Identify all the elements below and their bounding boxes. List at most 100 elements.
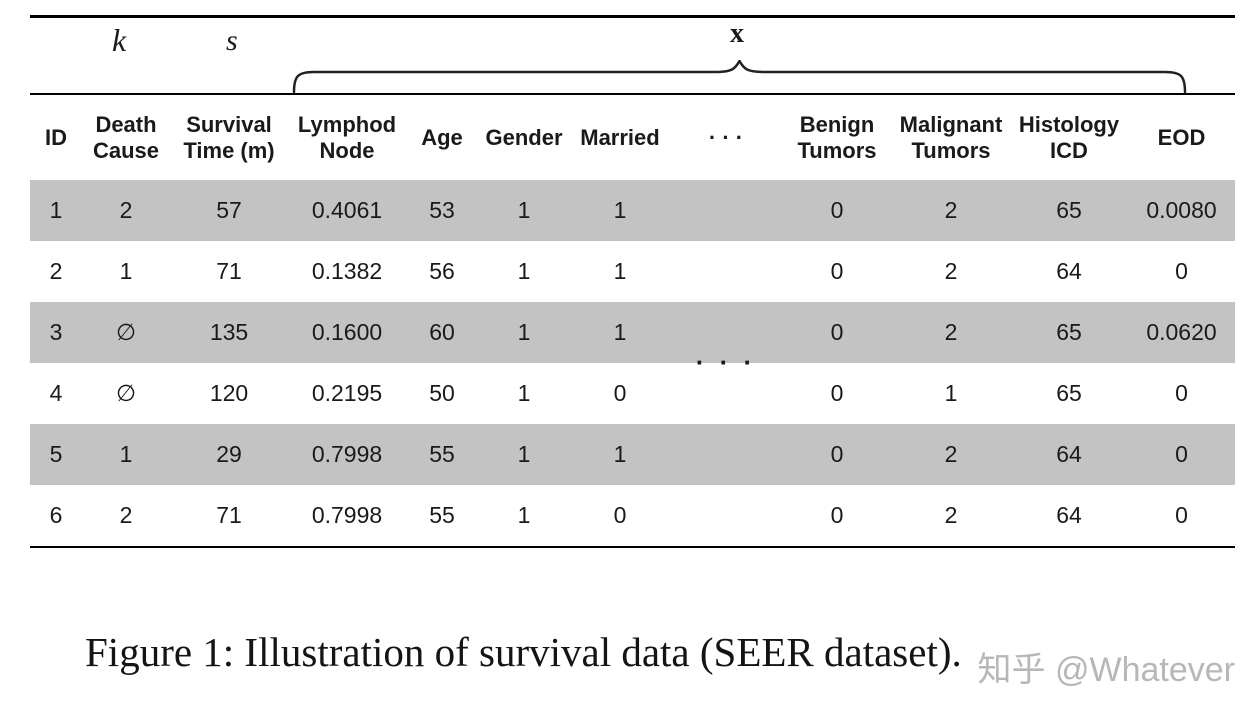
table-cell: 1: [613, 319, 627, 345]
table-cell: 6: [49, 502, 63, 528]
header-row: ID Death Cause Survival Time (m) Lymphod No…: [30, 94, 1235, 180]
survival-table-figure: k s x ID Death Cause Survival Time (m) Lymp…: [30, 15, 1235, 548]
column-header: Histology ICD: [1018, 111, 1120, 163]
table-cell: 0: [1175, 441, 1188, 467]
table-cell: 0: [1175, 258, 1188, 284]
table-cell: 0.0080: [1146, 197, 1217, 223]
table-cell: 56: [429, 258, 455, 284]
table-cell: 64: [1056, 502, 1082, 528]
table-cell: 71: [216, 502, 242, 528]
table-cell: 1: [517, 380, 531, 406]
table-cell: 57: [216, 197, 242, 223]
table-cell: 2: [49, 258, 63, 284]
table-cell: 2: [944, 441, 958, 467]
table-cell: 0: [1175, 380, 1188, 406]
table-cell: 2: [119, 197, 133, 223]
table-cell: 0: [830, 380, 844, 406]
table-cell: 0.4061: [311, 197, 383, 223]
table-row: 4 ∅ 120 0.2195 50 1 0 0 1 65 0: [30, 363, 1235, 424]
table-cell: 1: [119, 258, 133, 284]
table-cell: 0: [830, 258, 844, 284]
column-header: Lymphod Node: [297, 111, 397, 163]
table-header: ID Death Cause Survival Time (m) Lymphod No…: [30, 94, 1235, 180]
table-cell: 0.7998: [311, 441, 383, 467]
table-cell: 0.1382: [311, 258, 383, 284]
table-cell: 135: [209, 319, 249, 345]
table-cell: 71: [216, 258, 242, 284]
column-header: EOD: [1157, 124, 1206, 150]
table-row: 2 1 71 0.1382 56 1 1 0 2 64 0: [30, 241, 1235, 302]
figure-caption: Figure 1: Illustration of survival data …: [85, 629, 962, 675]
table-cell: 0: [830, 197, 844, 223]
column-header: Malignant Tumors: [899, 111, 1003, 163]
table-row: 5 1 29 0.7998 55 1 1 0 2 64 0: [30, 424, 1235, 485]
table-cell: 0.2195: [311, 380, 383, 406]
table-cell: [670, 180, 782, 241]
table-cell: 2: [119, 502, 133, 528]
table-cell: 2: [944, 319, 958, 345]
table-cell: 120: [209, 380, 249, 406]
table-cell: 4: [49, 380, 63, 406]
table-cell: 1: [517, 319, 531, 345]
table-cell: 64: [1056, 258, 1082, 284]
body-ellipsis: · · ·: [695, 347, 757, 377]
table-cell: 1: [613, 258, 627, 284]
table-cell: 0: [830, 319, 844, 345]
table-cell: 50: [429, 380, 455, 406]
table-cell: 29: [216, 441, 242, 467]
table-cell: [670, 241, 782, 302]
watermark-text: 知乎 @Whatever: [977, 651, 1235, 689]
table-cell: 1: [613, 441, 627, 467]
column-header: Benign Tumors: [797, 111, 877, 163]
table-cell: 2: [944, 258, 958, 284]
table-row: 3 ∅ 135 0.1600 60 1 1 0 2 65 0.0620: [30, 302, 1235, 363]
s-annotation-label: s: [226, 24, 238, 57]
table-cell: 0: [830, 502, 844, 528]
k-annotation-label: k: [112, 22, 127, 58]
overbrace-symbol: [292, 60, 1187, 94]
table-body: 1 2 57 0.4061 53 1 1 0 2 65 0.0080 2 1 71 0.1382 56 1 1 0 2…: [30, 180, 1235, 547]
table-cell: 2: [944, 502, 958, 528]
table-cell: 55: [429, 441, 455, 467]
table-cell: 0: [1175, 502, 1188, 528]
table-cell: 55: [429, 502, 455, 528]
table-cell: 0: [613, 502, 627, 528]
column-header: Married: [580, 124, 660, 150]
x-annotation-label: x: [730, 18, 744, 49]
column-header: · · ·: [708, 124, 744, 150]
column-header: Gender: [485, 124, 563, 150]
table-row: 1 2 57 0.4061 53 1 1 0 2 65 0.0080: [30, 180, 1235, 241]
table-cell: 2: [944, 197, 958, 223]
table-cell: 0.1600: [311, 319, 383, 345]
table-cell: 60: [429, 319, 455, 345]
table-cell: 1: [119, 441, 133, 467]
table-cell: 1: [517, 258, 531, 284]
table-row: 6 2 71 0.7998 55 1 0 0 2 64 0: [30, 485, 1235, 547]
column-annotations: k s x: [30, 15, 1235, 94]
table-cell: 1: [517, 197, 531, 223]
column-header: Age: [421, 124, 463, 150]
table-cell: 0: [830, 441, 844, 467]
column-header: Survival Time (m): [183, 111, 275, 163]
table-cell: 1: [613, 197, 627, 223]
table-cell: 65: [1056, 319, 1082, 345]
table-cell: 65: [1056, 197, 1082, 223]
table-cell: 0.7998: [311, 502, 383, 528]
table-cell: 53: [429, 197, 455, 223]
table-cell: ∅: [115, 319, 137, 345]
table-cell: 0: [613, 380, 627, 406]
table-cell: 3: [49, 319, 63, 345]
column-header: Death Cause: [92, 111, 160, 163]
table-cell: [670, 485, 782, 547]
table-cell: 0.0620: [1146, 319, 1217, 345]
column-header: ID: [45, 124, 67, 150]
table-cell: ∅: [115, 380, 137, 406]
table-cell: 1: [517, 502, 531, 528]
table-cell: 1: [517, 441, 531, 467]
table-cell: 64: [1056, 441, 1082, 467]
table-cell: 1: [944, 380, 958, 406]
table-cell: [670, 424, 782, 485]
table-cell: 5: [49, 441, 63, 467]
table-cell: 1: [49, 197, 63, 223]
